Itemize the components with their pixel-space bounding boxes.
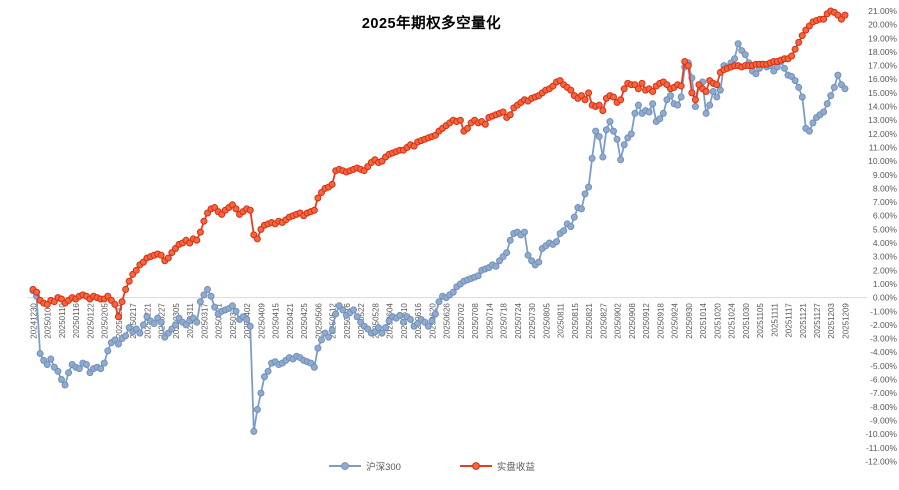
svg-text:2.00%: 2.00% bbox=[873, 265, 898, 275]
svg-text:5.00%: 5.00% bbox=[873, 224, 898, 234]
svg-text:20251203: 20251203 bbox=[827, 303, 836, 339]
svg-text:-1.00%: -1.00% bbox=[870, 306, 897, 316]
svg-text:20251024: 20251024 bbox=[728, 303, 737, 339]
svg-text:6.00%: 6.00% bbox=[873, 211, 898, 221]
red-line-marker-icon bbox=[459, 462, 492, 470]
svg-text:-5.00%: -5.00% bbox=[870, 361, 897, 371]
svg-text:20251111: 20251111 bbox=[770, 303, 779, 337]
svg-text:-10.00%: -10.00% bbox=[865, 429, 897, 439]
svg-text:8.00%: 8.00% bbox=[873, 183, 898, 193]
svg-text:21.00%: 21.00% bbox=[868, 6, 897, 16]
svg-text:20250708: 20250708 bbox=[471, 303, 480, 339]
svg-text:7.00%: 7.00% bbox=[873, 197, 898, 207]
svg-text:20250718: 20250718 bbox=[500, 303, 509, 339]
svg-text:20250512: 20250512 bbox=[329, 303, 338, 339]
svg-text:-7.00%: -7.00% bbox=[870, 388, 897, 398]
svg-text:20250908: 20250908 bbox=[628, 303, 637, 339]
svg-text:20250924: 20250924 bbox=[671, 303, 680, 339]
svg-text:3.00%: 3.00% bbox=[873, 252, 898, 262]
svg-text:20250317: 20250317 bbox=[200, 303, 209, 339]
svg-text:19.00%: 19.00% bbox=[868, 33, 897, 43]
svg-text:14.00%: 14.00% bbox=[868, 102, 897, 112]
blue-line-marker-icon bbox=[329, 462, 362, 470]
svg-text:-12.00%: -12.00% bbox=[865, 456, 897, 466]
svg-text:20250217: 20250217 bbox=[129, 303, 138, 339]
svg-text:1.00%: 1.00% bbox=[873, 279, 898, 289]
svg-text:20250106: 20250106 bbox=[44, 303, 53, 339]
svg-text:20250626: 20250626 bbox=[443, 303, 452, 339]
svg-text:20251127: 20251127 bbox=[813, 303, 822, 339]
svg-text:20250327: 20250327 bbox=[229, 303, 238, 339]
svg-text:20250902: 20250902 bbox=[614, 303, 623, 339]
svg-text:-9.00%: -9.00% bbox=[870, 415, 897, 425]
svg-text:-2.00%: -2.00% bbox=[870, 320, 897, 330]
svg-text:20250516: 20250516 bbox=[343, 303, 352, 339]
svg-text:20250811: 20250811 bbox=[557, 303, 566, 339]
svg-text:20.00%: 20.00% bbox=[868, 20, 897, 30]
svg-text:20250321: 20250321 bbox=[215, 303, 224, 339]
svg-text:20251014: 20251014 bbox=[699, 303, 708, 339]
legend-item-csi300: 沪深300 bbox=[328, 459, 401, 473]
svg-text:17.00%: 17.00% bbox=[868, 61, 897, 71]
chart-legend: 沪深300 实盘收益 bbox=[0, 459, 863, 473]
svg-text:20250918: 20250918 bbox=[656, 303, 665, 339]
svg-text:11.00%: 11.00% bbox=[869, 142, 898, 152]
legend-label-realized: 实盘收益 bbox=[496, 462, 535, 473]
svg-text:20250409: 20250409 bbox=[257, 303, 266, 339]
svg-text:20251121: 20251121 bbox=[799, 303, 808, 339]
svg-text:20250205: 20250205 bbox=[101, 303, 110, 339]
svg-text:20250827: 20250827 bbox=[599, 303, 608, 339]
svg-text:20250730: 20250730 bbox=[528, 303, 537, 339]
svg-text:20250506: 20250506 bbox=[314, 303, 323, 339]
svg-text:20250528: 20250528 bbox=[371, 303, 380, 339]
svg-text:20250815: 20250815 bbox=[571, 303, 580, 339]
svg-text:-3.00%: -3.00% bbox=[870, 334, 897, 344]
svg-text:-11.00%: -11.00% bbox=[866, 443, 897, 453]
svg-text:4.00%: 4.00% bbox=[873, 238, 898, 248]
svg-text:9.00%: 9.00% bbox=[873, 170, 898, 180]
svg-text:10.00%: 10.00% bbox=[868, 156, 897, 166]
svg-text:20250702: 20250702 bbox=[457, 303, 466, 339]
chart-title: 2025年期权多空量化 bbox=[361, 16, 502, 32]
svg-text:12.00%: 12.00% bbox=[868, 129, 897, 139]
svg-text:15.00%: 15.00% bbox=[868, 88, 897, 98]
svg-text:20250415: 20250415 bbox=[272, 303, 281, 339]
svg-text:0.00%: 0.00% bbox=[873, 293, 898, 303]
svg-text:20251020: 20251020 bbox=[713, 303, 722, 339]
svg-text:20250912: 20250912 bbox=[642, 303, 651, 339]
svg-text:-6.00%: -6.00% bbox=[870, 375, 897, 385]
svg-text:20250425: 20250425 bbox=[300, 303, 309, 339]
svg-text:20251105: 20251105 bbox=[756, 303, 765, 339]
svg-text:20250211: 20250211 bbox=[115, 303, 124, 339]
svg-text:20251117: 20251117 bbox=[785, 303, 794, 338]
svg-text:20250122: 20250122 bbox=[86, 303, 95, 339]
svg-text:20250930: 20250930 bbox=[685, 303, 694, 339]
svg-text:20250821: 20250821 bbox=[585, 303, 594, 339]
svg-text:20251030: 20251030 bbox=[742, 303, 751, 339]
svg-text:18.00%: 18.00% bbox=[868, 47, 897, 57]
svg-text:20250724: 20250724 bbox=[514, 303, 523, 339]
svg-text:20251209: 20251209 bbox=[842, 303, 851, 339]
svg-text:13.00%: 13.00% bbox=[868, 115, 897, 125]
svg-text:20250421: 20250421 bbox=[286, 303, 295, 339]
svg-text:16.00%: 16.00% bbox=[868, 74, 897, 84]
svg-text:-4.00%: -4.00% bbox=[870, 347, 897, 357]
svg-text:20241230: 20241230 bbox=[30, 303, 39, 339]
svg-text:20250805: 20250805 bbox=[542, 303, 551, 339]
legend-label-csi300: 沪深300 bbox=[366, 462, 401, 473]
svg-text:20250714: 20250714 bbox=[485, 303, 494, 339]
svg-text:20250305: 20250305 bbox=[172, 303, 181, 339]
svg-text:20250116: 20250116 bbox=[72, 303, 81, 339]
svg-text:-8.00%: -8.00% bbox=[870, 402, 897, 412]
svg-text:20250110: 20250110 bbox=[58, 303, 67, 339]
legend-item-realized: 实盘收益 bbox=[459, 459, 535, 473]
